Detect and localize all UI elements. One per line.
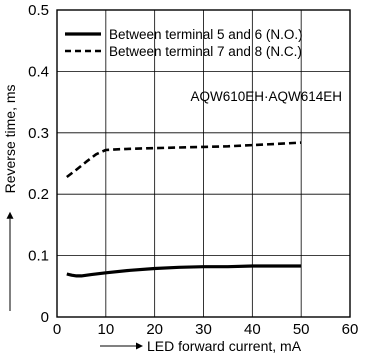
series-lines xyxy=(66,141,302,278)
plot-frame xyxy=(56,9,351,318)
x-tick-label: 40 xyxy=(244,321,261,338)
series-line-1 xyxy=(66,141,302,179)
y-tick-label: 0.1 xyxy=(28,248,49,265)
x-axis-title: LED forward current, mA xyxy=(147,338,302,354)
x-tick-label: 30 xyxy=(195,321,212,338)
y-tick-label: 0.2 xyxy=(28,186,49,203)
part-number-annotation: AQW610EH·AQW614EH xyxy=(190,89,342,104)
y-tick-label: 0.4 xyxy=(28,63,49,80)
x-axis-title-group: LED forward current, mA xyxy=(100,338,302,354)
y-axis-title: Reverse time, ms xyxy=(2,84,18,193)
tick-labels: 0 0.1 0.2 0.3 0.4 0.5 0 10 20 30 40 50 60 xyxy=(28,2,358,338)
x-tick-label: 50 xyxy=(293,321,310,338)
legend-label-no: Between terminal 5 and 6 (N.O.) xyxy=(109,27,303,42)
x-tick-label: 60 xyxy=(342,321,359,338)
x-axis-arrowhead xyxy=(136,342,143,350)
y-tick-label: 0.3 xyxy=(28,125,49,142)
series-line-0 xyxy=(66,264,302,278)
y-axis-title-group: Reverse time, ms xyxy=(2,84,18,311)
grid xyxy=(57,10,350,317)
y-axis-arrowhead xyxy=(6,211,14,219)
legend-label-nc: Between terminal 7 and 8 (N.C.) xyxy=(109,44,302,59)
legend: Between terminal 5 and 6 (N.O.) Between … xyxy=(65,27,303,59)
y-tick-label: 0.5 xyxy=(28,2,49,19)
x-tick-label: 10 xyxy=(97,321,114,338)
x-tick-label: 20 xyxy=(146,321,163,338)
x-tick-label: 0 xyxy=(53,321,61,338)
y-tick-label: 0 xyxy=(41,309,49,326)
